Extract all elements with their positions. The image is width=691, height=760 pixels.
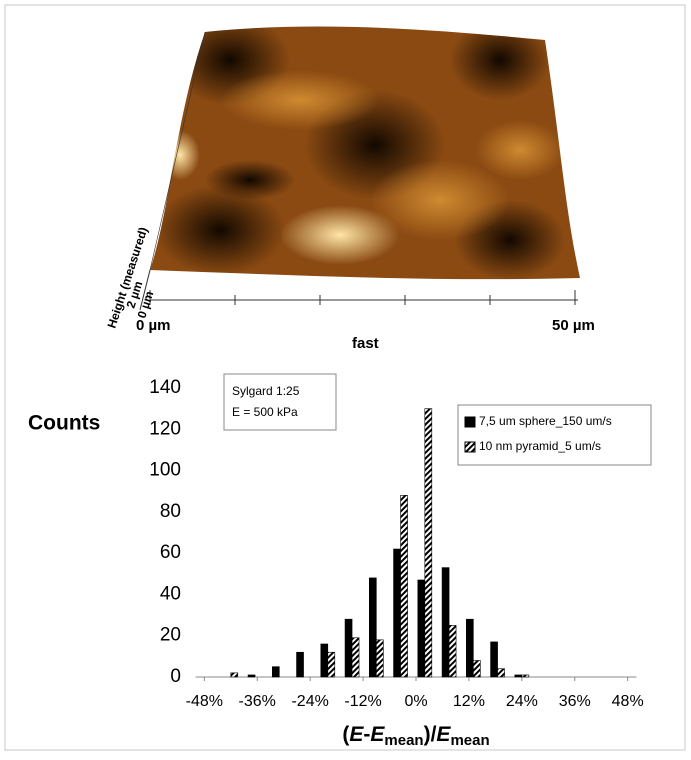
afm-axis-end: 50 µm [552, 317, 595, 334]
bar [497, 668, 505, 678]
x-tick-label: -12% [344, 693, 381, 710]
bar [320, 643, 329, 678]
x-axis-title-part: mean [384, 732, 423, 749]
y-tick-label: 100 [149, 460, 181, 481]
x-axis-title-part: - [363, 723, 370, 746]
bar [400, 495, 408, 678]
bar [521, 674, 530, 678]
histogram: Counts Sylgard 1:25 E = 500 kPa (E-Emean… [28, 373, 652, 749]
annotation: E = 500 kPa [232, 405, 298, 419]
bar [441, 567, 450, 678]
y-tick-label: 0 [170, 666, 181, 687]
bar [393, 548, 401, 678]
x-tick-label: 0% [404, 693, 427, 710]
y-tick-label: 120 [149, 418, 181, 439]
bar [466, 618, 474, 678]
x-axis-title: (E-Emean)/Emean [342, 723, 489, 749]
bar [490, 641, 498, 678]
annotation-box [223, 373, 337, 431]
x-tick-label: 12% [453, 693, 485, 710]
afm-axis-start: 0 µm [136, 317, 171, 334]
x-axis-title-part: )/ [424, 723, 437, 746]
bar [473, 660, 481, 678]
bar [271, 666, 280, 678]
y-tick-label: 40 [160, 583, 181, 604]
x-tick-label: 36% [559, 693, 591, 710]
afm-axis-title: fast [352, 335, 379, 352]
x-tick-label: 48% [612, 693, 644, 710]
y-tick-label: 20 [160, 625, 181, 646]
x-axis-title-part: E [370, 723, 385, 746]
x-tick-label: -36% [239, 693, 276, 710]
bar [417, 579, 426, 678]
x-tick-label: -48% [186, 693, 223, 710]
bar [514, 674, 523, 678]
bar [448, 625, 457, 678]
bar [424, 408, 433, 678]
legend-box [457, 404, 652, 466]
x-axis-title-part: ( [342, 723, 349, 746]
bar [351, 637, 360, 678]
x-axis-title-part: E [436, 723, 451, 746]
bar [230, 672, 239, 678]
bar [369, 577, 377, 678]
bar [247, 674, 256, 678]
bar [296, 651, 304, 678]
y-tick-label: 140 [149, 377, 181, 398]
bar [327, 651, 336, 678]
x-tick-label: -24% [291, 693, 328, 710]
x-axis-title-part: E [349, 723, 364, 746]
afm-surface [139, 26, 580, 311]
y-tick-label: 60 [160, 542, 181, 563]
bar [344, 618, 353, 678]
legend-swatch [464, 441, 476, 453]
y-axis-title: Counts [28, 412, 100, 435]
bar [376, 639, 384, 678]
x-axis-title-part: mean [450, 732, 489, 749]
legend-label: 7,5 um sphere_150 um/s [479, 414, 612, 428]
legend-label: 10 nm pyramid_5 um/s [479, 439, 601, 453]
y-tick-label: 80 [160, 501, 181, 522]
annotation: Sylgard 1:25 [232, 384, 300, 398]
legend-swatch [464, 416, 476, 428]
x-tick-label: 24% [506, 693, 538, 710]
